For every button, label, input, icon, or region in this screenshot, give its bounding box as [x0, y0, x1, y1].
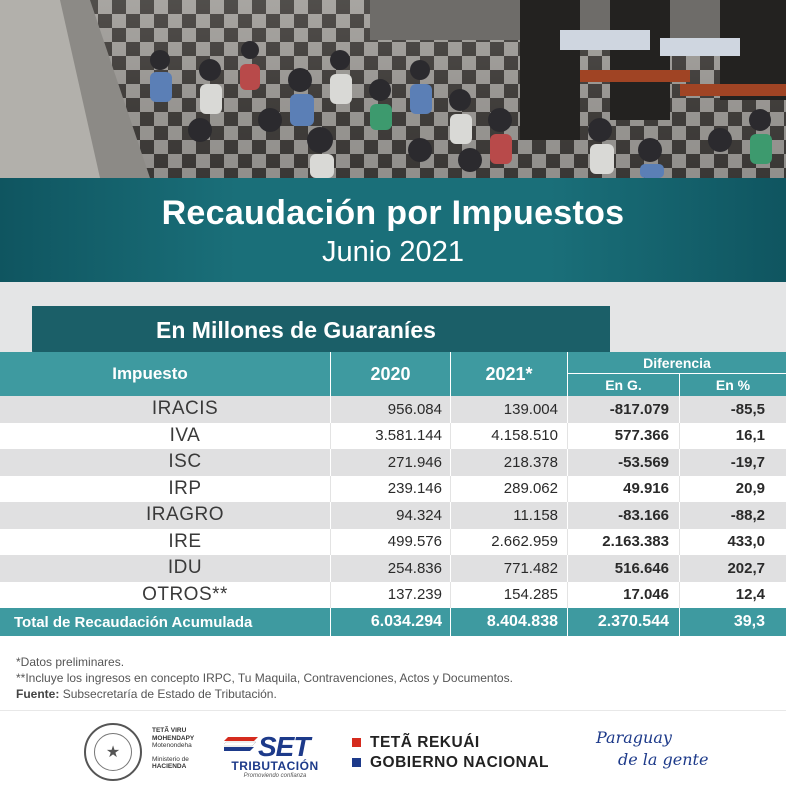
- row-dif-pct: -85,5: [730, 400, 765, 418]
- row-2021: 218.378: [503, 453, 558, 471]
- row-2021: 139.004: [503, 400, 558, 418]
- footnotes: *Datos preliminares. **Incluye los ingre…: [16, 654, 513, 702]
- row-name: IRE: [168, 530, 202, 552]
- note-source: Fuente: Subsecretaría de Estado de Tribu…: [16, 686, 513, 702]
- row-2021: 4.158.510: [491, 427, 558, 445]
- set-flag-icon: [224, 737, 258, 751]
- total-label: Total de Recaudación Acumulada: [14, 613, 253, 631]
- blue-square-icon: [352, 758, 361, 767]
- header-diferencia: Diferencia: [567, 352, 786, 374]
- total-dif-g: 2.370.544: [597, 613, 669, 630]
- header-photo: [0, 0, 786, 178]
- row-2021: 154.285: [503, 586, 558, 604]
- row-dif-g: 49.916: [623, 480, 669, 498]
- row-dif-g: 2.163.383: [602, 533, 669, 551]
- header-2021: 2021*: [450, 352, 567, 396]
- row-dif-pct: 16,1: [735, 427, 765, 445]
- mh-line5: HACIENDA: [152, 763, 187, 770]
- row-2020: 239.146: [387, 480, 442, 498]
- mh-line4: Ministerio de: [152, 755, 189, 763]
- row-dif-pct: 202,7: [727, 559, 765, 577]
- row-name: IRACIS: [151, 398, 219, 420]
- tax-table: Impuesto 2020 2021* Diferencia En G. En …: [0, 352, 786, 636]
- row-dif-pct: -19,7: [730, 453, 765, 471]
- slogan-line2: de la gente: [618, 750, 709, 769]
- mh-line3: Motenondeha: [152, 742, 192, 749]
- table-row: IVA 3.581.144 4.158.510 577.366 16,1: [0, 422, 786, 449]
- table-row: OTROS** 137.239 154.285 17.046 12,4: [0, 581, 786, 608]
- table-row: ISC 271.946 218.378 -53.569 -19,7: [0, 449, 786, 476]
- total-dif-pct: 39,3: [733, 613, 765, 630]
- national-seal-icon: ★: [84, 723, 142, 781]
- header-en-g: En G.: [567, 374, 679, 396]
- row-name: IVA: [169, 424, 201, 446]
- table-row: IRACIS 956.084 139.004 -817.079 -85,5: [0, 396, 786, 423]
- row-dif-g: 516.646: [614, 559, 669, 577]
- row-2021: 771.482: [503, 559, 558, 577]
- row-dif-g: 577.366: [614, 427, 669, 445]
- header-2020: 2020: [330, 352, 450, 396]
- set-tagline: Promoviendo confianza: [243, 773, 307, 779]
- source-label: Fuente:: [16, 687, 60, 701]
- row-2021: 289.062: [503, 480, 558, 498]
- row-2020: 271.946: [387, 453, 442, 471]
- footer-logos: ★ TETÃ VIRU MOHENDAPY Motenondeha Minist…: [0, 710, 786, 786]
- star-icon: ★: [94, 733, 132, 771]
- table-header: Impuesto 2020 2021* Diferencia En G. En …: [0, 352, 786, 396]
- page-subtitle: Junio 2021: [322, 236, 464, 268]
- row-dif-g: -817.079: [609, 400, 669, 418]
- row-dif-pct: 433,0: [727, 533, 765, 551]
- row-2020: 499.576: [387, 533, 442, 551]
- total-2020: 6.034.294: [370, 613, 442, 630]
- title-banner: Recaudación por Impuestos Junio 2021: [0, 178, 786, 282]
- header-en-pct: En %: [679, 374, 786, 396]
- total-2021: 8.404.838: [486, 613, 558, 630]
- set-tributacion-logo: SET TRIBUTACIÓN Promoviendo confianza: [224, 731, 328, 783]
- row-dif-pct: 20,9: [735, 480, 765, 498]
- slogan-line1: Paraguay: [596, 728, 672, 747]
- source-text: Subsecretaría de Estado de Tributación.: [62, 687, 277, 701]
- gov-line2: GOBIERNO NACIONAL: [370, 754, 549, 771]
- row-name: IRP: [168, 477, 202, 499]
- note-preliminary: *Datos preliminares.: [16, 655, 125, 669]
- row-2020: 94.324: [396, 506, 442, 524]
- table-row: IDU 254.836 771.482 516.646 202,7: [0, 555, 786, 582]
- header-impuesto: Impuesto: [112, 364, 188, 383]
- row-name: IRAGRO: [146, 504, 224, 526]
- gobierno-nacional-logo: TETÃ REKUÁI GOBIERNO NACIONAL: [350, 733, 549, 773]
- paraguay-slogan: Paraguay de la gente: [596, 727, 708, 771]
- gov-line1: TETÃ REKUÁI: [370, 734, 480, 751]
- table-total-row: Total de Recaudación Acumulada 6.034.294…: [0, 608, 786, 636]
- crowd-photo-illustration: [0, 0, 786, 178]
- row-2020: 3.581.144: [375, 427, 442, 445]
- mh-line1: TETÃ VIRU: [152, 727, 187, 734]
- table-row: IRE 499.576 2.662.959 2.163.383 433,0: [0, 528, 786, 555]
- set-label: TRIBUTACIÓN: [231, 759, 319, 773]
- red-square-icon: [352, 738, 361, 747]
- row-2021: 11.158: [513, 506, 558, 524]
- units-label: En Millones de Guaraníes: [32, 306, 610, 354]
- row-name: IDU: [167, 557, 203, 579]
- table-row: IRAGRO 94.324 11.158 -83.166 -88,2: [0, 502, 786, 529]
- row-dif-pct: -88,2: [730, 506, 765, 524]
- page-title: Recaudación por Impuestos: [161, 194, 625, 232]
- row-dif-g: -53.569: [618, 453, 669, 471]
- row-2020: 254.836: [387, 559, 442, 577]
- row-2021: 2.662.959: [491, 533, 558, 551]
- row-dif-pct: 12,4: [735, 586, 765, 604]
- row-dif-g: 17.046: [623, 586, 669, 604]
- row-dif-g: -83.166: [618, 506, 669, 524]
- ministerio-hacienda-logo: TETÃ VIRU MOHENDAPY Motenondeha Minister…: [152, 727, 222, 771]
- row-name: ISC: [168, 451, 202, 473]
- row-2020: 137.239: [387, 586, 442, 604]
- table-row: IRP 239.146 289.062 49.916 20,9: [0, 475, 786, 502]
- mh-line2: MOHENDAPY: [152, 734, 195, 742]
- row-2020: 956.084: [387, 400, 442, 418]
- row-name: OTROS**: [142, 583, 228, 605]
- note-otros: **Incluye los ingresos en concepto IRPC,…: [16, 671, 513, 685]
- set-word: SET: [258, 731, 310, 762]
